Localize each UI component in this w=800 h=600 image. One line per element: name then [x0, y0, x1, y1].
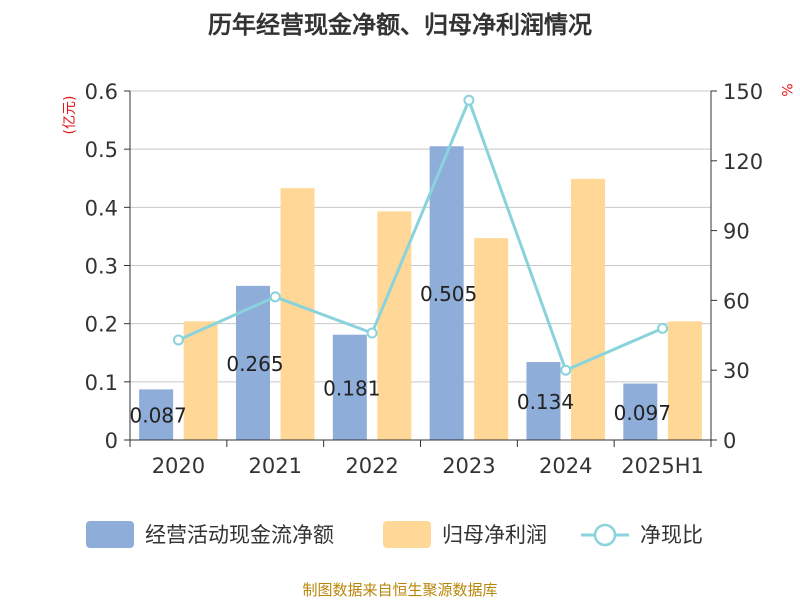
x-axis-category-label: 2023 — [442, 454, 495, 478]
x-axis-category-label: 2022 — [345, 454, 398, 478]
data-label-cash-flow: 0.087 — [130, 404, 187, 428]
bars — [139, 146, 702, 440]
legend-label-ratio: 净现比 — [640, 523, 703, 547]
bar-net-profit — [667, 321, 702, 440]
right-axis-tick-label: 30 — [723, 359, 750, 383]
legend-swatch-cash-flow — [86, 521, 134, 548]
bar-net-profit — [474, 238, 509, 440]
data-label-cash-flow: 0.265 — [226, 352, 283, 376]
data-label-cash-flow: 0.505 — [420, 282, 477, 306]
x-axis-category-label: 2024 — [539, 454, 592, 478]
right-axis-unit: % — [778, 83, 794, 96]
left-axis-tick-label: 0.6 — [85, 80, 118, 104]
bar-cash-flow — [526, 362, 561, 440]
bar-cash-flow — [332, 334, 367, 440]
left-axis-tick-label: 0.2 — [85, 313, 118, 337]
gridlines — [130, 90, 711, 383]
right-axis-tick-label: 0 — [723, 429, 736, 453]
data-labels: 0.087 0.265 0.181 0.505 0.134 0.097 — [130, 282, 671, 428]
bar-net-profit — [377, 211, 412, 440]
bar-cash-flow — [429, 146, 464, 440]
right-axis-tick-label: 90 — [723, 220, 750, 244]
ratio-point — [366, 327, 378, 339]
left-axis-unit: (亿元) — [62, 96, 78, 135]
data-label-cash-flow: 0.134 — [517, 390, 574, 414]
left-axis-tick-label: 0 — [105, 429, 118, 453]
legend-swatch-ratio-marker — [593, 523, 617, 547]
right-axis-tick-label: 120 — [723, 150, 763, 174]
x-axis-category-label: 2020 — [152, 454, 205, 478]
ratio-point — [463, 94, 475, 106]
right-axis-tick-label: 60 — [723, 289, 750, 313]
bar-cash-flow — [623, 383, 658, 440]
legend-label-cash-flow: 经营活动现金流净额 — [145, 523, 334, 547]
legend: 经营活动现金流净额 归母净利润 净现比 — [86, 521, 703, 548]
x-axis-category-label: 2021 — [249, 454, 302, 478]
left-axis-tick-label: 0.1 — [85, 371, 118, 395]
axes: 0 0.1 0.2 0.3 0.4 0.5 0.6 0 30 60 90 120 150 2020 2021… — [85, 80, 764, 478]
right-axis-tick-label: 150 — [723, 80, 763, 104]
left-axis-tick-label: 0.3 — [85, 255, 118, 279]
ratio-point — [560, 364, 572, 376]
left-axis-tick-label: 0.4 — [85, 196, 118, 220]
ratio-line — [172, 94, 669, 376]
bar-net-profit — [571, 178, 606, 440]
bar-cash-flow — [139, 389, 174, 440]
ratio-point — [657, 322, 669, 334]
ratio-point — [269, 291, 281, 303]
source-note: 制图数据来自恒生聚源数据库 — [302, 581, 497, 599]
bar-net-profit — [280, 188, 315, 440]
legend-swatch-net-profit — [383, 521, 431, 548]
ratio-polyline — [177, 98, 664, 372]
data-label-cash-flow: 0.181 — [323, 376, 380, 400]
data-label-cash-flow: 0.097 — [614, 401, 671, 425]
ratio-point — [172, 334, 184, 346]
x-axis-category-label: 2025H1 — [621, 454, 704, 478]
legend-label-net-profit: 归母净利润 — [442, 523, 547, 547]
bar-net-profit — [183, 321, 218, 440]
left-axis-tick-label: 0.5 — [85, 138, 118, 162]
chart-title: 历年经营现金净额、归母净利润情况 — [208, 11, 592, 39]
